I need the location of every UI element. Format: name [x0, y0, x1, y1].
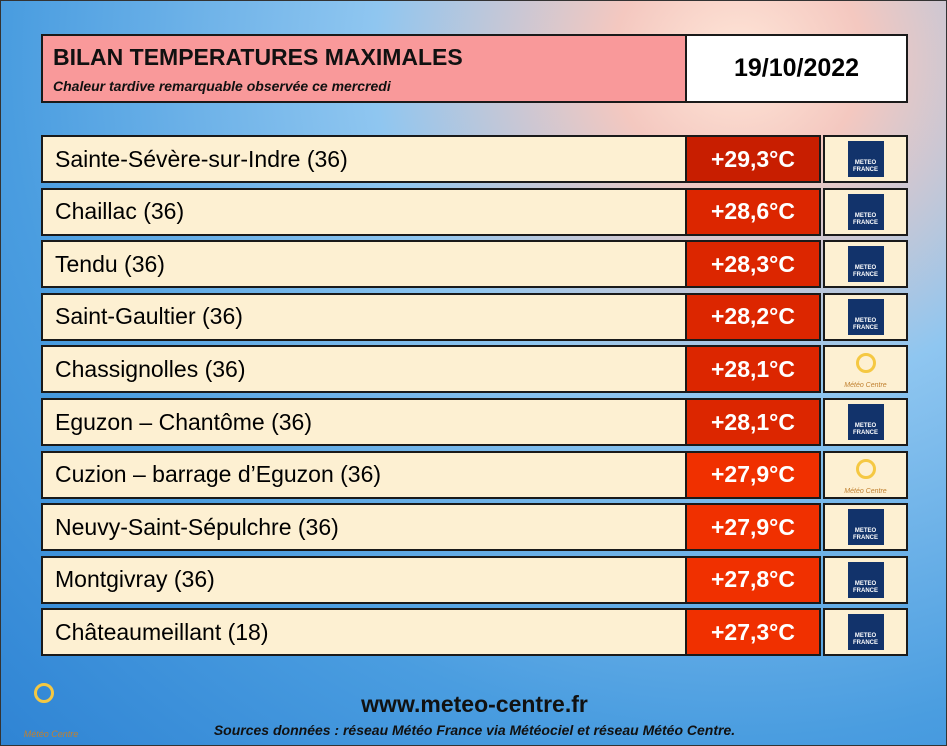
source-logo: Météo Centre	[843, 455, 889, 495]
date-box: 19/10/2022	[685, 34, 908, 103]
station: Montgivray (36)	[41, 555, 687, 604]
date: 19/10/2022	[733, 54, 860, 82]
source-box: METEO FRANCE	[823, 240, 908, 289]
source-logo: METEO FRANCE	[847, 193, 884, 230]
temperature: +28,2°C	[685, 292, 821, 341]
station: Chaillac (36)	[41, 187, 687, 236]
source-logo: METEO FRANCE	[847, 509, 884, 546]
source-box: Météo Centre	[823, 345, 908, 394]
title-box: BILAN TEMPERATURES MAXIMALES Chaleur tar…	[41, 34, 687, 103]
source-logo: METEO FRANCE	[847, 141, 884, 177]
temperature: +27,8°C	[685, 555, 821, 604]
temperature: +28,1°C	[685, 398, 821, 446]
station: Neuvy-Saint-Sépulchre (36)	[41, 503, 687, 552]
source-box: METEO FRANCE	[823, 292, 908, 341]
sources: Sources données : réseau Météo France vi…	[213, 722, 736, 738]
source-logo: Météo Centre	[843, 349, 889, 389]
station: Châteaumeillant (18)	[41, 608, 687, 657]
footer-logo: Météo Centre	[21, 679, 81, 739]
temperature: +28,1°C	[685, 345, 821, 394]
station: Eguzon – Chantôme (36)	[41, 398, 687, 446]
temperature: +27,9°C	[685, 503, 821, 552]
temperature: +28,3°C	[685, 240, 821, 289]
source-logo: METEO FRANCE	[847, 246, 884, 283]
source-box: METEO FRANCE	[823, 398, 908, 446]
source-box: Météo Centre	[823, 450, 908, 499]
source-logo: METEO FRANCE	[847, 298, 884, 335]
url: www.meteo-centre.fr	[361, 691, 588, 717]
temperature: +28,6°C	[685, 187, 821, 236]
title: BILAN TEMPERATURES MAXIMALES	[53, 44, 463, 70]
station: Saint-Gaultier (36)	[41, 292, 687, 341]
temperature: +29,3°C	[685, 135, 821, 183]
station: Chassignolles (36)	[41, 345, 687, 394]
source-box: METEO FRANCE	[823, 187, 908, 236]
source-logo: METEO FRANCE	[847, 614, 884, 651]
subtitle: Chaleur tardive remarquable observée ce …	[53, 78, 391, 94]
station: Cuzion – barrage d’Eguzon (36)	[41, 450, 687, 499]
temperature: +27,9°C	[685, 450, 821, 499]
temperature: +27,3°C	[685, 608, 821, 657]
source-box: METEO FRANCE	[823, 503, 908, 552]
source-box: METEO FRANCE	[823, 608, 908, 657]
source-box: METEO FRANCE	[823, 135, 908, 183]
station: Sainte-Sévère-sur-Indre (36)	[41, 135, 687, 183]
source-logo: METEO FRANCE	[847, 561, 884, 598]
station: Tendu (36)	[41, 240, 687, 289]
source-box: METEO FRANCE	[823, 555, 908, 604]
source-logo: METEO FRANCE	[847, 404, 884, 440]
